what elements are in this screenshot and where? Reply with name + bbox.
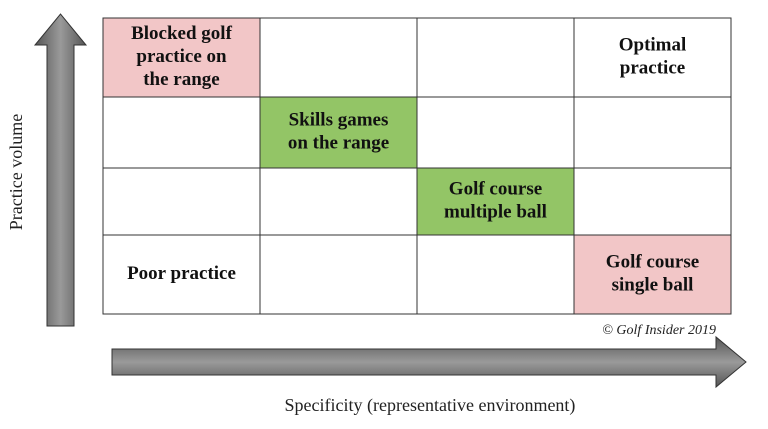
cell-text: Optimal bbox=[619, 34, 687, 55]
vertical-arrow bbox=[33, 13, 88, 327]
cell bbox=[259, 234, 418, 315]
cell-text: practice on bbox=[136, 46, 227, 67]
cell-text: on the range bbox=[288, 132, 389, 153]
cell-text: practice bbox=[620, 57, 685, 78]
cell-text: the range bbox=[143, 69, 220, 90]
cell bbox=[416, 167, 575, 236]
cell-text: Poor practice bbox=[127, 263, 236, 284]
cell bbox=[573, 17, 732, 98]
cell-text: Blocked golf bbox=[131, 23, 232, 44]
cell bbox=[416, 17, 575, 98]
cell bbox=[102, 167, 261, 236]
cell bbox=[573, 167, 732, 236]
cell-text: Golf course bbox=[449, 178, 542, 199]
cell bbox=[102, 234, 261, 315]
cell bbox=[573, 234, 732, 315]
cell bbox=[416, 234, 575, 315]
cell-text: single ball bbox=[612, 274, 694, 295]
cell bbox=[259, 167, 418, 236]
x-axis-label: Specificity (representative environment) bbox=[285, 395, 576, 416]
cell bbox=[259, 96, 418, 169]
cell-text: Skills games bbox=[289, 109, 389, 130]
y-axis-label: Practice volume bbox=[6, 114, 26, 230]
cell bbox=[102, 96, 261, 169]
copyright: © Golf Insider 2019 bbox=[602, 323, 716, 338]
cell bbox=[416, 96, 575, 169]
cell bbox=[259, 17, 418, 98]
horizontal-arrow bbox=[111, 335, 747, 389]
cell bbox=[573, 96, 732, 169]
cell-text: multiple ball bbox=[444, 201, 547, 222]
cell bbox=[102, 17, 261, 98]
cell-text: Golf course bbox=[606, 251, 699, 272]
